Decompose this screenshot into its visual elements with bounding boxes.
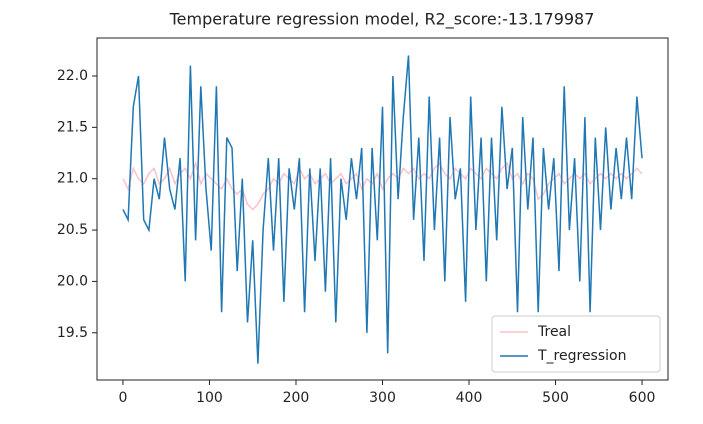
x-tick-label: 0 xyxy=(118,390,127,406)
legend-box xyxy=(491,315,661,373)
x-tick-label: 200 xyxy=(283,390,310,406)
x-tick-label: 500 xyxy=(542,390,569,406)
x-tick-label: 100 xyxy=(196,390,223,406)
legend-label: Treal xyxy=(537,324,571,340)
x-tick-label: 400 xyxy=(456,390,483,406)
axes-frame xyxy=(96,37,669,381)
y-tick-label: 20.0 xyxy=(57,273,88,289)
line xyxy=(122,55,643,364)
y-tick-label: 19.5 xyxy=(57,325,88,341)
y-tick-label: 21.0 xyxy=(57,171,88,187)
y-tick-label: 22.0 xyxy=(57,68,88,84)
x-tick-label: 600 xyxy=(629,390,656,406)
chart-title: Temperature regression model, R2_score:-… xyxy=(169,10,595,30)
y-tick-label: 20.5 xyxy=(57,222,88,238)
line xyxy=(122,160,643,211)
y-tick-label: 21.5 xyxy=(57,119,88,135)
legend-label: T_regression xyxy=(537,348,626,364)
x-tick-label: 300 xyxy=(369,390,396,406)
